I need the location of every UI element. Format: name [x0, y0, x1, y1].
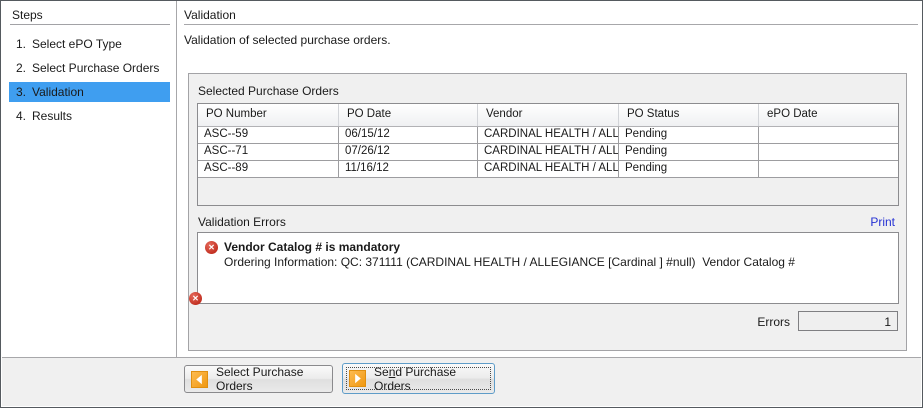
sidebar-item-select-epo-type[interactable]: 1. Select ePO Type: [9, 34, 170, 54]
errors-count-field: 1: [798, 311, 898, 331]
sidebar-item-select-purchase-orders[interactable]: 2. Select Purchase Orders: [9, 58, 170, 78]
step-label: Select Purchase Orders: [32, 61, 160, 75]
content-panel: Selected Purchase Orders PO Number PO Da…: [188, 73, 907, 351]
sidebar-item-results[interactable]: 4. Results: [9, 106, 170, 126]
table-row[interactable]: ASC--89 11/16/12 CARDINAL HEALTH / ALLE……: [198, 161, 898, 178]
cell-epo-date: [759, 127, 898, 143]
step-number: 4.: [16, 109, 27, 123]
column-header-vendor[interactable]: Vendor: [478, 104, 619, 126]
page-title-divider: [184, 24, 918, 25]
steps-sidebar: Steps 1. Select ePO Type 2. Select Purch…: [2, 1, 176, 356]
error-item[interactable]: ✕ Vendor Catalog # is mandatory Ordering…: [205, 240, 795, 270]
send-purchase-orders-button[interactable]: Send Purchase Orders: [342, 363, 495, 394]
button-bar: Select Purchase Orders Send Purchase Ord…: [2, 357, 921, 406]
step-number: 2.: [16, 61, 27, 75]
print-link[interactable]: Print: [870, 215, 895, 229]
step-number: 1.: [16, 37, 27, 51]
cell-vendor: CARDINAL HEALTH / ALLE…: [478, 144, 619, 160]
cell-po-date: 06/15/12: [339, 127, 478, 143]
cell-po-status: Pending: [619, 127, 759, 143]
page-title: Validation: [184, 8, 236, 22]
purchase-orders-table: PO Number PO Date Vendor PO Status ePO D…: [197, 103, 899, 206]
table-row[interactable]: ASC--71 07/26/12 CARDINAL HEALTH / ALLE……: [198, 144, 898, 161]
button-label: Select Purchase Orders: [216, 365, 304, 393]
error-text: Vendor Catalog # is mandatory Ordering I…: [224, 240, 795, 270]
cell-epo-date: [759, 144, 898, 160]
select-purchase-orders-button[interactable]: Select Purchase Orders: [184, 365, 333, 393]
error-corner-icon: ✕: [189, 292, 202, 305]
steps-title-divider: [10, 24, 170, 25]
table-header-row: PO Number PO Date Vendor PO Status ePO D…: [198, 104, 898, 127]
error-title: Vendor Catalog # is mandatory: [224, 240, 401, 254]
error-icon: ✕: [205, 241, 218, 254]
cell-po-number: ASC--59: [198, 127, 339, 143]
back-arrow-icon: [191, 370, 208, 388]
column-header-epo-date[interactable]: ePO Date: [767, 108, 818, 120]
cell-po-number: ASC--71: [198, 144, 339, 160]
cell-po-date: 11/16/12: [339, 161, 478, 177]
column-header-po-number[interactable]: PO Number: [198, 104, 339, 126]
steps-list: 1. Select ePO Type 2. Select Purchase Or…: [2, 34, 176, 130]
table-row[interactable]: ASC--59 06/15/12 CARDINAL HEALTH / ALLE……: [198, 127, 898, 144]
steps-title: Steps: [12, 8, 43, 22]
forward-arrow-icon: [349, 370, 366, 387]
sidebar-item-validation[interactable]: 3. Validation: [9, 82, 170, 102]
selected-orders-label: Selected Purchase Orders: [198, 84, 339, 98]
cell-vendor: CARDINAL HEALTH / ALLE…: [478, 127, 619, 143]
cell-po-status: Pending: [619, 161, 759, 177]
cell-vendor: CARDINAL HEALTH / ALLE…: [478, 161, 619, 177]
errors-count-label: Errors: [757, 315, 790, 329]
page-subtitle: Validation of selected purchase orders.: [184, 33, 391, 47]
cell-po-date: 07/26/12: [339, 144, 478, 160]
column-header-po-date[interactable]: PO Date: [339, 104, 478, 126]
step-number: 3.: [16, 85, 27, 99]
error-detail: Ordering Information: QC: 371111 (CARDIN…: [224, 255, 795, 269]
cell-po-number: ASC--89: [198, 161, 339, 177]
step-label: Results: [32, 109, 73, 123]
sidebar-divider: [176, 1, 177, 357]
step-label: Validation: [32, 85, 84, 99]
error-list: ✕ Vendor Catalog # is mandatory Ordering…: [189, 232, 899, 305]
cell-po-status: Pending: [619, 144, 759, 160]
cell-epo-date: [759, 161, 898, 177]
column-header-po-status[interactable]: PO Status: [619, 104, 759, 126]
step-label: Select ePO Type: [32, 37, 122, 51]
button-label: Send Purchase Orders: [374, 364, 457, 393]
validation-errors-label: Validation Errors: [198, 215, 286, 229]
